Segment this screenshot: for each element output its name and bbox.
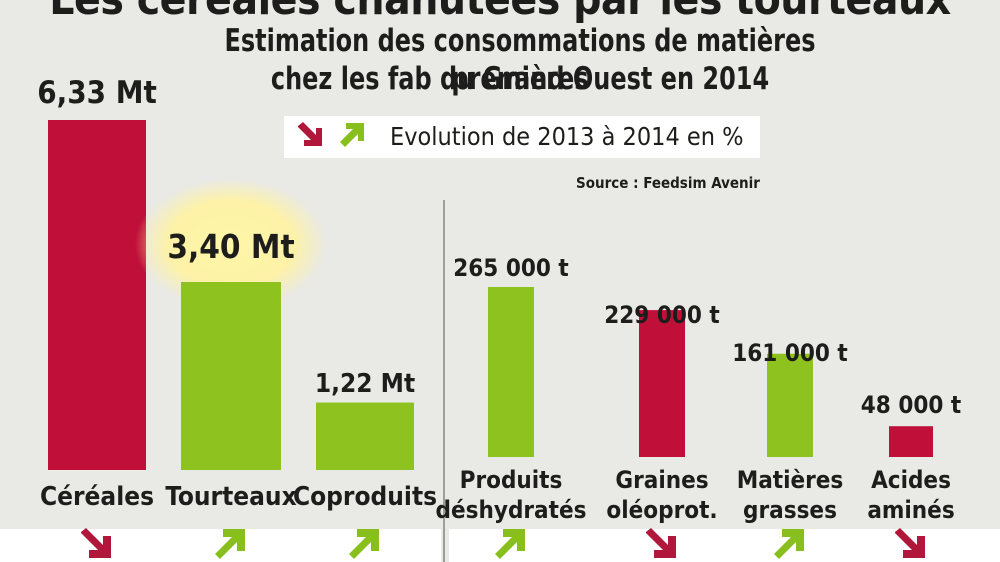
legend: Evolution de 2013 à 2014 en % [284, 116, 760, 158]
left-trend-up-arrow-icon [349, 529, 379, 559]
left-trend-up-arrow-icon [215, 529, 245, 559]
left-bar [48, 120, 146, 470]
right-category-label: oléoprot. [606, 496, 717, 524]
right-category-label: grasses [743, 496, 837, 524]
chart-title: Les céréales chahutées par les tourteaux [40, 0, 960, 25]
right-category-label: Acides [871, 466, 951, 494]
right-category-label: aminés [867, 496, 954, 524]
right-category-label: déshydratés [436, 496, 587, 524]
left-bar [316, 402, 414, 470]
left-value-label: 6,33 Mt [37, 75, 157, 111]
legend-up-arrow-icon [340, 123, 364, 147]
legend-arrows [298, 122, 364, 147]
right-trend-up-arrow-icon [774, 529, 804, 559]
right-trend-up-arrow-icon [495, 529, 525, 559]
left-value-label: 3,40 Mt [167, 227, 294, 266]
right-category-label: Matières [737, 466, 844, 494]
right-bar [889, 426, 933, 457]
left-bar [181, 282, 281, 470]
right-value-label: 265 000 t [453, 254, 569, 282]
subtitle-line-2: chez les fab du Grand Ouest en 2014 [270, 61, 770, 97]
source-note: Source : Feedsim Avenir [576, 174, 760, 192]
left-value-label: 1,22 Mt [315, 369, 415, 399]
left-value-highlight [135, 178, 327, 310]
right-bar [639, 310, 685, 457]
left-category-label: Tourteaux [165, 482, 296, 512]
right-category-label: Graines [615, 466, 708, 494]
right-bar [488, 287, 534, 457]
right-value-label: 229 000 t [604, 301, 720, 329]
right-trend-down-arrow-icon [895, 528, 925, 558]
chart-separator [443, 200, 445, 562]
right-value-label: 161 000 t [732, 339, 848, 367]
left-category-label: Céréales [40, 482, 154, 512]
legend-text: Evolution de 2013 à 2014 en % [390, 122, 744, 151]
legend-down-arrow-icon [298, 122, 322, 146]
right-category-label: Produits [460, 466, 563, 494]
left-trend-down-arrow-icon [81, 528, 111, 558]
right-value-label: 48 000 t [861, 391, 961, 419]
left-category-label: Coproduits [293, 482, 437, 512]
subtitle-line-1: Estimation des consommations de matières… [224, 23, 816, 97]
right-trend-down-arrow-icon [646, 528, 676, 558]
right-bar [767, 353, 813, 457]
